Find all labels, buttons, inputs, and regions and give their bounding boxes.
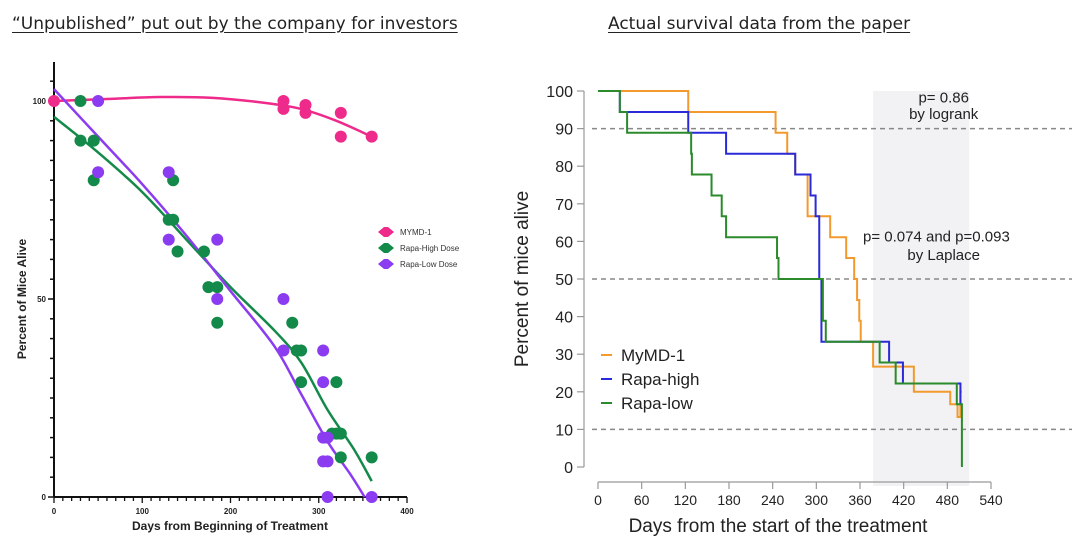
x-tick-label: 420	[892, 492, 916, 508]
data-point	[92, 95, 105, 107]
data-point	[202, 281, 215, 294]
data-point	[74, 134, 87, 147]
x-tick-label: 360	[848, 492, 872, 508]
data-point	[295, 376, 308, 389]
km-curve-mymd-1	[598, 90, 962, 418]
x-tick-label: 100	[136, 507, 150, 516]
km-curve-rapa-low	[598, 90, 963, 467]
annotation: p= 0.86	[918, 89, 968, 106]
data-point	[317, 376, 330, 389]
legend-marker	[378, 259, 394, 269]
legend-marker	[378, 227, 394, 237]
data-point	[211, 316, 224, 329]
x-tick-label: 240	[761, 492, 785, 508]
x-tick-label: 400	[400, 507, 414, 516]
data-point	[334, 106, 347, 119]
left-chart: 0 50 100 0 100 200 300 400 Days from Beginning …	[15, 62, 460, 533]
data-point	[162, 233, 175, 246]
legend: MYMD-1 Rapa-High Dose Rapa-Low Dose	[378, 227, 460, 269]
legend-marker	[378, 243, 394, 253]
y-tick-label: 90	[555, 122, 573, 139]
data-point	[334, 427, 347, 440]
y-tick-label: 10	[555, 422, 573, 439]
data-point	[299, 106, 312, 119]
data-point	[286, 316, 299, 329]
data-point	[365, 491, 378, 503]
x-tick-label: 60	[634, 492, 650, 508]
data-point	[92, 166, 105, 179]
y-axis-label: Percent of Mice Alive	[15, 239, 29, 360]
data-point	[87, 134, 100, 147]
data-point	[321, 431, 334, 444]
y-tick-label: 0	[42, 493, 47, 502]
data-point	[277, 344, 290, 357]
fit-curve-mymd-1	[53, 95, 373, 138]
y-tick-label: 100	[33, 97, 47, 106]
x-tick-label: 300	[312, 507, 326, 516]
x-tick-label: 480	[936, 492, 960, 508]
y-tick-label: 40	[555, 310, 573, 327]
data-point	[162, 166, 175, 179]
data-point	[334, 130, 347, 143]
legend-label: Rapa-low	[621, 394, 694, 413]
x-tick-label: 200	[224, 507, 238, 516]
x-tick-label: 540	[979, 492, 1003, 508]
annotation: by Laplace	[907, 247, 980, 264]
data-point	[171, 245, 184, 258]
legend-label: Rapa-High Dose	[400, 244, 460, 253]
data-point	[277, 293, 290, 305]
x-tick-label: 300	[805, 492, 829, 508]
x-tick-label: 0	[52, 507, 57, 516]
y-tick-label: 0	[564, 460, 573, 477]
y-tick-label: 30	[555, 347, 573, 364]
legend-label: MYMD-1	[400, 228, 432, 237]
y-axis-label: Percent of mice alive	[512, 191, 533, 367]
x-axis-label: Days from Beginning of Treatment	[132, 519, 328, 533]
annotation: p= 0.074 and p=0.093	[863, 228, 1010, 245]
y-tick-label: 50	[555, 272, 573, 289]
data-point	[330, 376, 343, 389]
x-tick-label: 0	[594, 492, 602, 508]
data-point	[74, 95, 87, 107]
legend-label: MyMD-1	[621, 346, 685, 365]
legend-label: Rapa-high	[621, 370, 699, 389]
y-tick-label: 50	[37, 295, 46, 304]
data-point	[321, 455, 334, 468]
data-point	[211, 233, 224, 246]
data-point	[48, 95, 60, 107]
data-point	[277, 102, 290, 115]
y-tick-label: 80	[555, 159, 573, 176]
x-tick-label: 180	[717, 492, 741, 508]
data-point	[365, 130, 378, 143]
km-curve-rapa-high	[598, 90, 962, 406]
data-point	[365, 451, 378, 464]
data-point	[295, 344, 308, 357]
shaded-region	[873, 91, 970, 486]
left-chart-title: “Unpublished” put out by the company for…	[12, 14, 458, 34]
legend-label: Rapa-Low Dose	[400, 260, 458, 269]
y-tick-label: 60	[555, 234, 573, 251]
legend: MyMD-1 Rapa-high Rapa-low	[601, 346, 699, 413]
y-tick-label: 20	[555, 385, 573, 402]
data-point	[321, 491, 334, 503]
x-tick-label: 120	[674, 492, 698, 508]
data-point	[334, 451, 347, 464]
annotation: by logrank	[909, 106, 979, 123]
y-tick-label: 100	[546, 84, 573, 101]
y-tick-label: 70	[555, 197, 573, 214]
right-chart-title: Actual survival data from the paper	[608, 14, 911, 34]
data-point	[198, 245, 211, 258]
data-point	[317, 344, 330, 357]
data-point	[211, 293, 224, 305]
data-point	[211, 281, 224, 294]
data-point	[167, 213, 180, 226]
x-axis-label: Days from the start of the treatment	[629, 516, 929, 537]
